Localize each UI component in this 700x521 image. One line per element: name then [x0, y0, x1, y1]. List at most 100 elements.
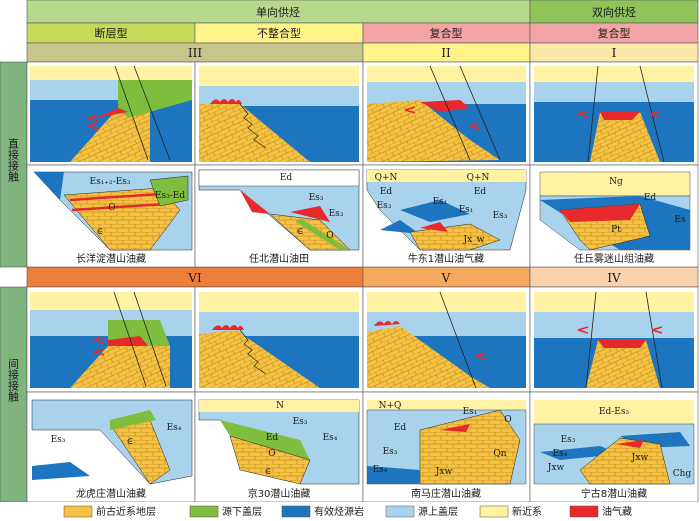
- c3-label-1: Q+N: [467, 173, 490, 183]
- c3-label-7: Es₃: [493, 211, 508, 221]
- concept-panel-VI-fault: [26, 286, 196, 393]
- type-unconformity: 不整合型: [257, 26, 301, 40]
- c2-label-1: Es₃: [309, 193, 324, 203]
- c1-label-3: Es₃-Ed: [155, 191, 185, 201]
- roman-VI: VI: [187, 271, 202, 285]
- concept-panel-III-unconformity: [194, 61, 364, 166]
- c5-label-0: Es₃: [51, 435, 66, 445]
- c7-label-5: O: [504, 415, 511, 425]
- roman-III: III: [188, 46, 202, 60]
- legend-swatch-source-rock: [281, 505, 311, 518]
- c8-label-0: Ed-Es₃: [599, 407, 630, 417]
- section-panel-ninggu8: Ed-Es₃ Es₃ Es₄ Jxw Jxw Chg 宁古8潜山油藏: [529, 391, 699, 503]
- c3-label-3: Ed: [474, 187, 487, 197]
- section-panel-renqiu: Ng Ed Es Pt 任丘雾迷山组油藏: [529, 164, 699, 268]
- c8-label-3: Jxw: [547, 463, 565, 473]
- caption-indirect-4: 宁古8潜山油藏: [581, 487, 647, 500]
- c6-label-5: ∈: [265, 467, 272, 477]
- type-fault: 断层型: [95, 26, 128, 40]
- c7-label-4: Es₄: [373, 465, 388, 475]
- legend-swatch-supra-source-cap: [385, 505, 415, 518]
- type-composite-2: 复合型: [598, 26, 631, 40]
- caption-direct-1: 长洋淀潜山油藏: [76, 252, 146, 265]
- caption-indirect-2: 京30潜山油藏: [248, 487, 311, 500]
- c8-label-1: Es₃: [561, 435, 576, 445]
- concept-panel-VI-unconformity: [194, 286, 364, 393]
- concept-panel-I-composite: [529, 61, 699, 166]
- concept-panel-III-fault: [26, 61, 196, 166]
- c1-label-1: O: [108, 203, 115, 213]
- roman-IV: IV: [607, 271, 621, 285]
- c2-label-4: O: [326, 231, 333, 241]
- row-label-indirect: 间接接触: [7, 358, 20, 402]
- roman-II: II: [441, 46, 451, 60]
- c7-label-1: Es₁: [463, 407, 478, 417]
- legend-label-4: 新近系: [512, 505, 542, 518]
- roman-I: I: [612, 46, 617, 60]
- c6-label-2: Es₃: [293, 417, 308, 427]
- section-panel-niudong1: Q+N Q+N Ed Ed Es₃ Es₁ Es₁ Es₃ Jx_w 牛东1潜山…: [362, 164, 531, 268]
- c6-label-3: Es₄: [323, 433, 338, 443]
- caption-indirect-3: 南马庄潜山油藏: [411, 487, 481, 500]
- row-labels: 直接接触 间接接触: [0, 61, 28, 503]
- concept-panel-II-composite: [362, 61, 531, 166]
- concept-panel-IV-composite: [529, 286, 699, 393]
- c3-label-5: Es₁: [433, 197, 448, 207]
- header-unidirectional: 单向供烃: [256, 5, 300, 19]
- c3-label-2: Ed: [380, 187, 393, 197]
- legend-swatch-reservoir: [569, 505, 599, 518]
- section-panel-longhuzhuang: Es₃ Es₄ ∈ 龙虎庄潜山油藏: [26, 391, 196, 503]
- legend-swatch-pre-paleogene: [63, 505, 93, 518]
- row-label-direct: 直接接触: [7, 137, 20, 182]
- c4-label-3: Pt: [611, 225, 621, 235]
- c2-label-3: ∈: [297, 227, 304, 237]
- legend-label-0: 前古近系地层: [96, 505, 156, 518]
- section-panel-nanmazhuang: N+Q Es₁ Ed Es₃ Es₄ O Qn Jxw 南马庄潜山油藏: [362, 391, 531, 503]
- c3-label-4: Es₃: [377, 201, 392, 211]
- legend-label-5: 油气藏: [602, 505, 632, 518]
- c7-label-6: Qn: [493, 449, 506, 459]
- legend-label-1: 源下盖层: [222, 505, 262, 518]
- section-panel-renbei: Ed Es₃ Es₃ ∈ O 任北潜山油田: [194, 164, 364, 268]
- legend-swatch-sub-source-cap: [189, 505, 219, 518]
- c2-label-0: Ed: [280, 173, 293, 183]
- c7-label-2: Ed: [394, 423, 407, 433]
- header: 单向供烃 双向供烃 断层型 不整合型 复合型 复合型 III II I: [26, 0, 699, 63]
- c6-label-4: O: [268, 449, 275, 459]
- c3-label-6: Es₁: [459, 205, 474, 215]
- header-bidirectional: 双向供烃: [592, 5, 636, 19]
- caption-indirect-1: 龙虎庄潜山油藏: [76, 487, 146, 500]
- c1-label-2: ∈: [97, 227, 104, 237]
- c2-label-2: Es₃: [329, 209, 344, 219]
- c4-label-0: Ng: [609, 177, 623, 187]
- c4-label-2: Es: [674, 215, 686, 225]
- legend-label-3: 源上盖层: [418, 505, 458, 518]
- c8-label-4: Jxw: [631, 453, 649, 463]
- roman-band-bottom: VI V IV: [26, 266, 699, 288]
- concept-panel-V-composite: [362, 286, 531, 393]
- legend-label-2: 有效烃源岩: [314, 505, 364, 518]
- c6-label-1: Ed: [266, 433, 279, 443]
- caption-direct-4: 任丘雾迷山组油藏: [574, 252, 654, 265]
- section-panel-changyangdian: Es₁₊₂-Es₃ O ∈ Es₃-Ed 长洋淀潜山油藏: [26, 164, 196, 268]
- c5-label-1: Es₄: [167, 423, 182, 433]
- section-panel-jing30: N Ed Es₃ Es₄ O ∈ 京30潜山油藏: [194, 391, 364, 503]
- type-composite-1: 复合型: [430, 26, 463, 40]
- c8-label-2: Es₄: [553, 449, 568, 459]
- c4-label-1: Ed: [644, 193, 657, 203]
- c7-label-7: Jxw: [435, 467, 453, 477]
- c3-label-8: Jx_w: [463, 235, 485, 245]
- c7-label-3: Es₃: [383, 447, 398, 457]
- c3-label-0: Q+N: [375, 173, 398, 183]
- caption-direct-2: 任北潜山油田: [249, 252, 309, 265]
- c5-label-2: ∈: [127, 437, 134, 447]
- legend-swatch-neogene: [479, 505, 509, 518]
- caption-direct-3: 牛东1潜山油气藏: [408, 252, 484, 265]
- c7-label-0: N+Q: [379, 401, 402, 411]
- c6-label-0: N: [276, 401, 284, 411]
- c8-label-5: Chg: [673, 469, 692, 479]
- roman-V: V: [441, 271, 451, 285]
- legend: 前古近系地层 源下盖层 有效烃源岩 源上盖层 新近系 油气藏: [0, 502, 700, 521]
- c1-label-0: Es₁₊₂-Es₃: [90, 177, 131, 187]
